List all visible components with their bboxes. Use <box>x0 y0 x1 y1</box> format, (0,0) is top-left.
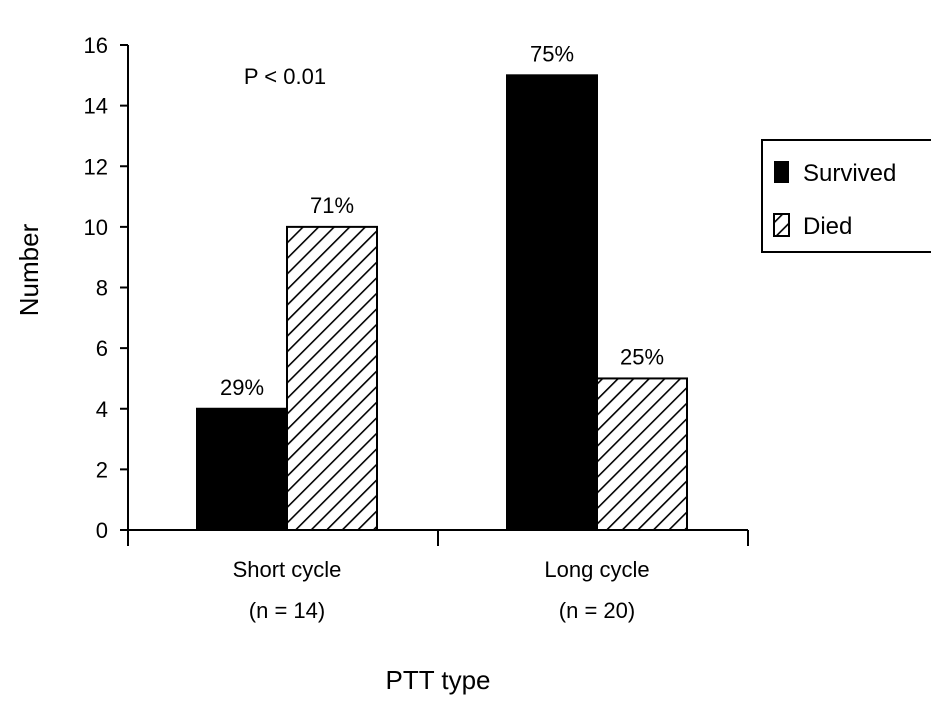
bar-data-label: 29% <box>220 375 264 400</box>
category-label: Long cycle <box>544 557 649 582</box>
y-ticks: 0 2 4 6 8 10 12 14 16 <box>84 33 128 543</box>
legend: Survived Died <box>761 139 931 253</box>
x-axis-title: PTT type <box>385 665 490 695</box>
legend-label-survived: Survived <box>803 160 896 187</box>
bar-died-long-cycle <box>596 377 688 531</box>
y-tick-label: 6 <box>96 336 108 361</box>
annotation: P < 0.01 <box>244 64 326 89</box>
y-tick-label: 4 <box>96 397 108 422</box>
y-tick-label: 10 <box>84 215 108 240</box>
bars <box>196 74 688 531</box>
y-tick-label: 16 <box>84 33 108 58</box>
legend-box <box>761 139 931 253</box>
legend-swatch-survived <box>774 161 789 183</box>
y-tick-label: 0 <box>96 518 108 543</box>
bar-data-label: 75% <box>530 41 574 66</box>
category-label: Short cycle <box>233 557 342 582</box>
y-tick-label: 14 <box>84 94 108 119</box>
category-labels: Short cycle (n = 14) Long cycle (n = 20) <box>233 557 650 623</box>
y-axis-title: Number <box>14 223 44 316</box>
bar-labels: 29% 75% 71% 25% <box>220 41 664 399</box>
legend-label-died: Died <box>803 213 852 240</box>
bar-survived-short-cycle <box>196 407 288 531</box>
legend-swatch-died <box>773 213 790 237</box>
bar-died-short-cycle <box>286 225 378 531</box>
category-n-label: (n = 20) <box>559 598 635 623</box>
category-n-label: (n = 14) <box>249 598 325 623</box>
y-tick-label: 8 <box>96 276 108 301</box>
y-tick-label: 12 <box>84 154 108 179</box>
bar-data-label: 71% <box>310 193 354 218</box>
bar-data-label: 25% <box>620 344 664 369</box>
y-tick-label: 2 <box>96 457 108 482</box>
bar-survived-long-cycle <box>506 74 598 531</box>
